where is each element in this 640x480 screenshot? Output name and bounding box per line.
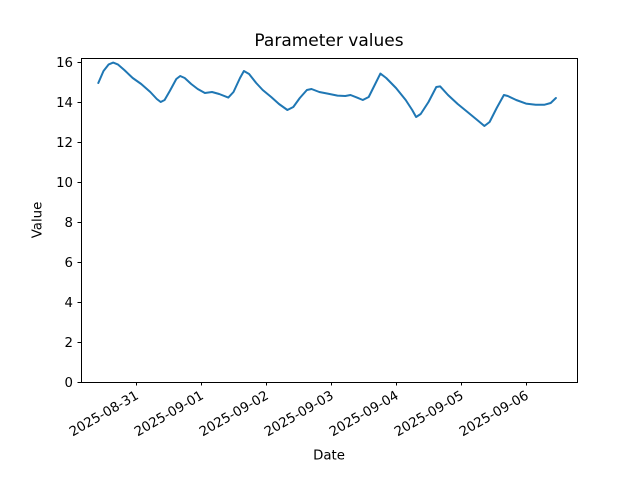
- y-tick-label: 14: [56, 96, 73, 111]
- x-tick-label: 2025-09-06: [457, 388, 531, 440]
- chart-title: Parameter values: [254, 31, 404, 51]
- y-tick-label: 8: [65, 216, 73, 231]
- x-axis-label: Date: [313, 448, 345, 464]
- x-tick-label: 2025-09-05: [392, 388, 466, 440]
- x-tick-label: 2025-09-02: [197, 388, 271, 440]
- axes-spines: [81, 58, 578, 383]
- x-tick-label: 2025-09-01: [132, 388, 206, 440]
- data-series-line: [97, 61, 557, 127]
- x-tick-label: 2025-09-04: [327, 388, 401, 440]
- y-tick-label: 12: [56, 136, 73, 151]
- x-tick-label: 2025-08-31: [67, 388, 141, 440]
- y-tick-label: 16: [56, 56, 73, 71]
- y-tick-label: 6: [65, 256, 73, 271]
- y-tick-label: 2: [65, 336, 73, 351]
- y-tick-label: 10: [56, 176, 73, 191]
- y-tick-label: 4: [65, 296, 73, 311]
- y-tick-label: 0: [65, 376, 73, 391]
- x-tick-label: 2025-09-03: [262, 388, 336, 440]
